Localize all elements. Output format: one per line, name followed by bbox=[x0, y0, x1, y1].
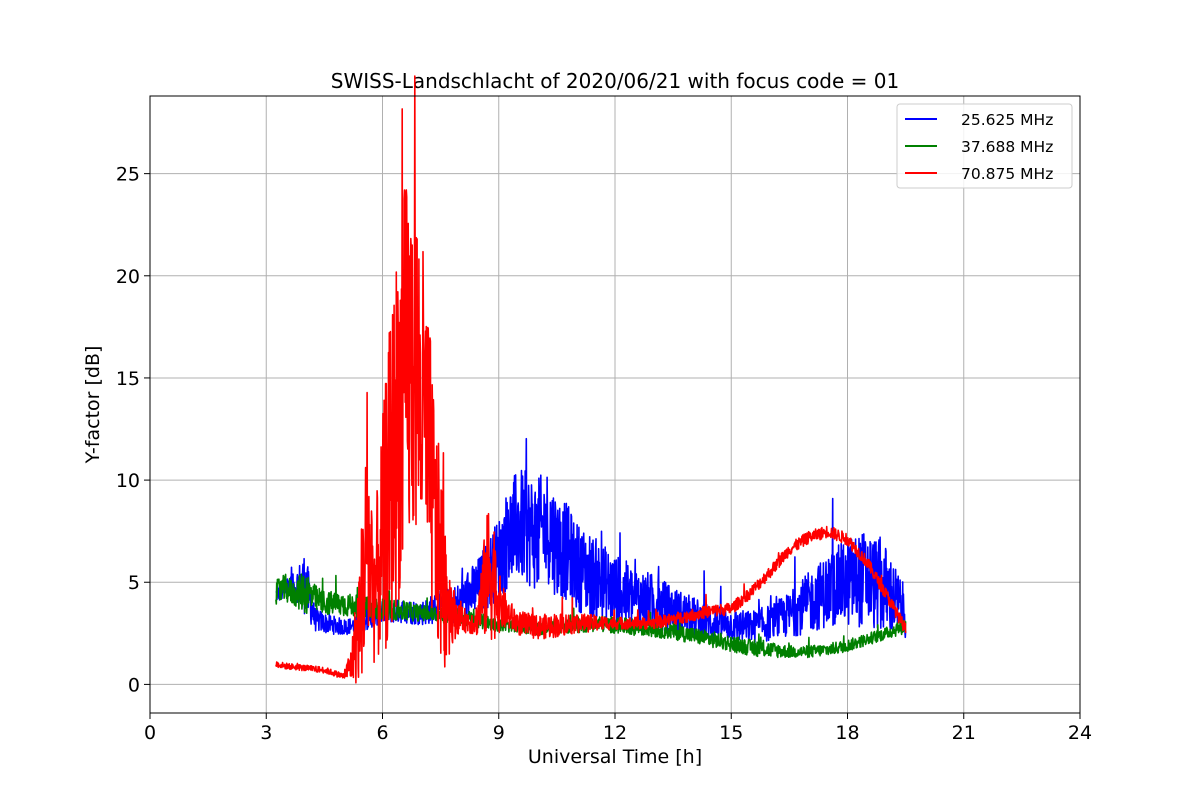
x-tick-label: 15 bbox=[719, 722, 743, 744]
legend-label: 37.688 MHz bbox=[961, 138, 1053, 156]
legend-box bbox=[896, 103, 1073, 189]
x-tick-label: 0 bbox=[144, 722, 156, 744]
y-tick-label: 0 bbox=[128, 674, 140, 696]
x-axis-title: Universal Time [h] bbox=[528, 746, 702, 768]
ticks: 0 3 6 9 12 15 18 21 24 0 5 10 15 20 25 bbox=[116, 164, 1092, 744]
x-tick-label: 24 bbox=[1068, 722, 1092, 744]
series-group bbox=[275, 75, 907, 684]
x-tick-label: 6 bbox=[376, 722, 388, 744]
x-tick-label: 21 bbox=[952, 722, 976, 744]
x-tick-label: 3 bbox=[260, 722, 272, 744]
x-tick-label: 18 bbox=[835, 722, 859, 744]
series-line-2 bbox=[275, 75, 907, 684]
y-tick-label: 25 bbox=[116, 164, 140, 186]
y-tick-label: 10 bbox=[116, 470, 140, 492]
legend: 25.625 MHz 37.688 MHz 70.875 MHz bbox=[896, 103, 1073, 189]
x-tick-label: 12 bbox=[603, 722, 627, 744]
x-tick-label: 9 bbox=[493, 722, 505, 744]
y-axis-title: Y-factor [dB] bbox=[82, 346, 104, 465]
legend-label: 70.875 MHz bbox=[961, 165, 1053, 183]
chart-title: SWISS-Landschlacht of 2020/06/21 with fo… bbox=[331, 69, 899, 93]
y-tick-label: 15 bbox=[116, 368, 140, 390]
legend-label: 25.625 MHz bbox=[961, 111, 1053, 129]
y-tick-label: 20 bbox=[116, 266, 140, 288]
y-tick-label: 5 bbox=[128, 572, 140, 594]
